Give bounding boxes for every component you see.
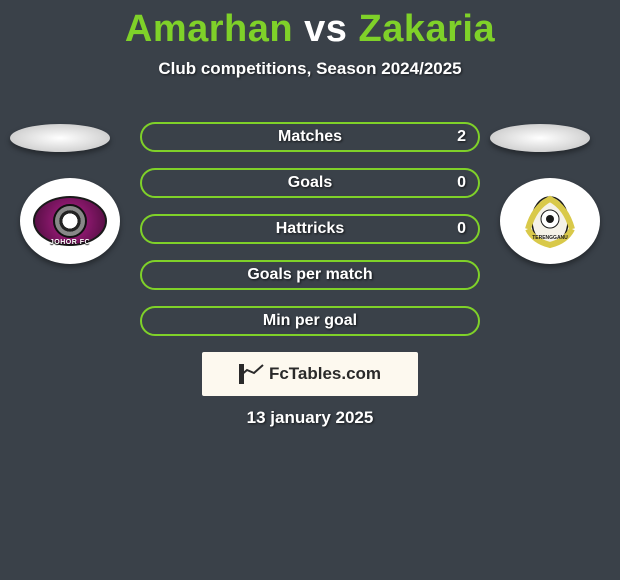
club-logo-johor-text: JOHOR FC [50, 239, 90, 246]
stat-goals-right: 0 [457, 174, 466, 192]
club-logo-terengganu: TERENGGANU [518, 189, 582, 253]
title-player1: Amarhan [125, 8, 293, 50]
stat-matches-right: 2 [457, 128, 466, 146]
stat-row-mpg: Min per goal [140, 306, 480, 336]
stats-container: Matches 2 Goals 0 Hattricks 0 Goals per … [140, 122, 480, 352]
stat-hattricks-right: 0 [457, 220, 466, 238]
player2-marker [490, 124, 590, 152]
chart-icon-line [239, 364, 265, 378]
club-logo-johor: JOHOR FC [33, 196, 107, 246]
subtitle-season: Club competitions, Season 2024/2025 [0, 59, 620, 79]
stat-matches-label: Matches [278, 128, 342, 146]
stat-row-goals: Goals 0 [140, 168, 480, 198]
stat-row-gpm: Goals per match [140, 260, 480, 290]
fctables-text: FcTables.com [269, 364, 381, 384]
chart-icon [239, 364, 263, 384]
club-badge-right: TERENGGANU [500, 178, 600, 264]
stat-goals-label: Goals [288, 174, 332, 192]
stat-row-hattricks: Hattricks 0 [140, 214, 480, 244]
title-player2: Zakaria [359, 8, 496, 50]
svg-text:TERENGGANU: TERENGGANU [532, 235, 568, 241]
stat-hattricks-label: Hattricks [276, 220, 344, 238]
page-title: Amarhan vs Zakaria [0, 0, 620, 51]
stat-gpm-label: Goals per match [247, 266, 372, 284]
player1-marker [10, 124, 110, 152]
stat-mpg-label: Min per goal [263, 312, 357, 330]
infographic-date: 13 january 2025 [0, 408, 620, 428]
club-badge-left: JOHOR FC [20, 178, 120, 264]
title-vs: vs [304, 8, 347, 50]
stat-row-matches: Matches 2 [140, 122, 480, 152]
fctables-branding: FcTables.com [202, 352, 418, 396]
